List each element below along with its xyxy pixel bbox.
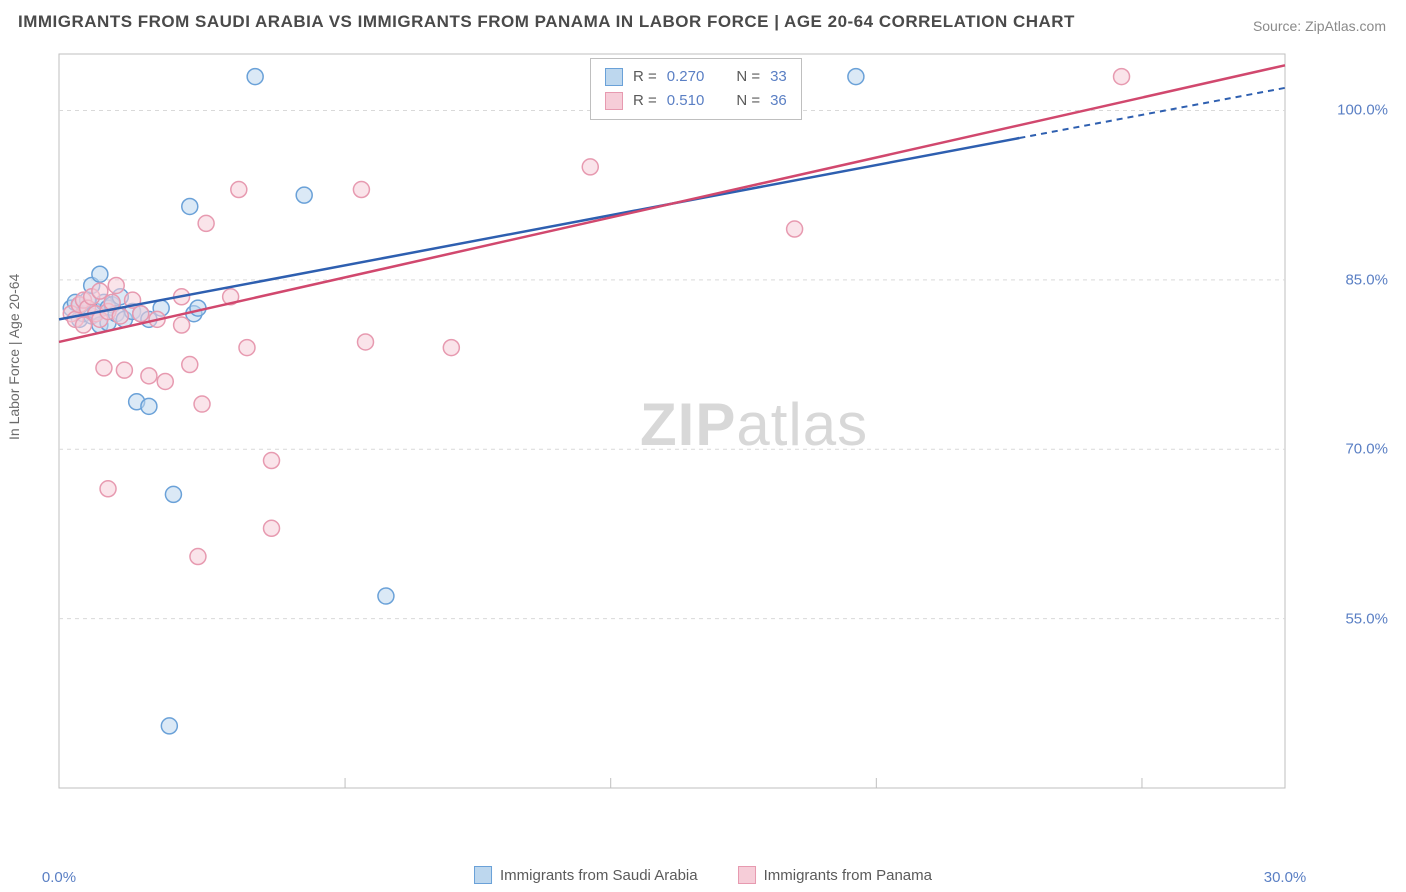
data-point [174, 317, 190, 333]
y-tick-label: 100.0% [1337, 102, 1388, 119]
data-point [165, 486, 181, 502]
data-point [239, 340, 255, 356]
n-label: N = [736, 65, 760, 89]
correlation-legend: R = 0.270 N = 33 R = 0.510 N = 36 [590, 58, 802, 120]
legend-swatch [474, 866, 492, 884]
scatter-plot [55, 50, 1365, 830]
series-label: Immigrants from Panama [764, 867, 932, 884]
data-point [264, 520, 280, 536]
correlation-legend-row: R = 0.270 N = 33 [605, 65, 787, 89]
n-value: 36 [770, 89, 787, 113]
y-axis-label: In Labor Force | Age 20-64 [6, 274, 22, 440]
data-point [76, 317, 92, 333]
n-label: N = [736, 89, 760, 113]
data-point [1114, 69, 1130, 85]
r-label: R = [633, 89, 657, 113]
data-point [296, 187, 312, 203]
data-point [141, 368, 157, 384]
data-point [848, 69, 864, 85]
series-legend: Immigrants from Saudi Arabia Immigrants … [474, 866, 932, 884]
x-tick-label: 30.0% [1264, 869, 1307, 886]
legend-swatch [738, 866, 756, 884]
y-tick-label: 55.0% [1345, 610, 1388, 627]
data-point [157, 373, 173, 389]
r-label: R = [633, 65, 657, 89]
series-legend-item: Immigrants from Panama [738, 866, 932, 884]
data-point [247, 69, 263, 85]
legend-swatch [605, 68, 623, 86]
data-point [182, 198, 198, 214]
data-point [92, 283, 108, 299]
data-point [582, 159, 598, 175]
correlation-legend-row: R = 0.510 N = 36 [605, 89, 787, 113]
data-point [378, 588, 394, 604]
data-point [108, 277, 124, 293]
data-point [264, 453, 280, 469]
x-tick-label: 0.0% [42, 869, 76, 886]
data-point [141, 398, 157, 414]
data-point [353, 182, 369, 198]
data-point [190, 549, 206, 565]
y-tick-label: 70.0% [1345, 441, 1388, 458]
series-legend-item: Immigrants from Saudi Arabia [474, 866, 698, 884]
r-value: 0.510 [667, 89, 705, 113]
data-point [116, 362, 132, 378]
data-point [133, 306, 149, 322]
r-value: 0.270 [667, 65, 705, 89]
n-value: 33 [770, 65, 787, 89]
series-label: Immigrants from Saudi Arabia [500, 867, 698, 884]
chart-title: IMMIGRANTS FROM SAUDI ARABIA VS IMMIGRAN… [18, 12, 1075, 32]
data-point [787, 221, 803, 237]
data-point [161, 718, 177, 734]
data-point [443, 340, 459, 356]
legend-swatch [605, 92, 623, 110]
data-point [182, 357, 198, 373]
y-tick-label: 85.0% [1345, 271, 1388, 288]
data-point [100, 481, 116, 497]
data-point [231, 182, 247, 198]
data-point [358, 334, 374, 350]
source-label: Source: ZipAtlas.com [1253, 18, 1386, 34]
data-point [194, 396, 210, 412]
data-point [112, 308, 128, 324]
data-point [198, 215, 214, 231]
data-point [96, 360, 112, 376]
data-point [92, 266, 108, 282]
